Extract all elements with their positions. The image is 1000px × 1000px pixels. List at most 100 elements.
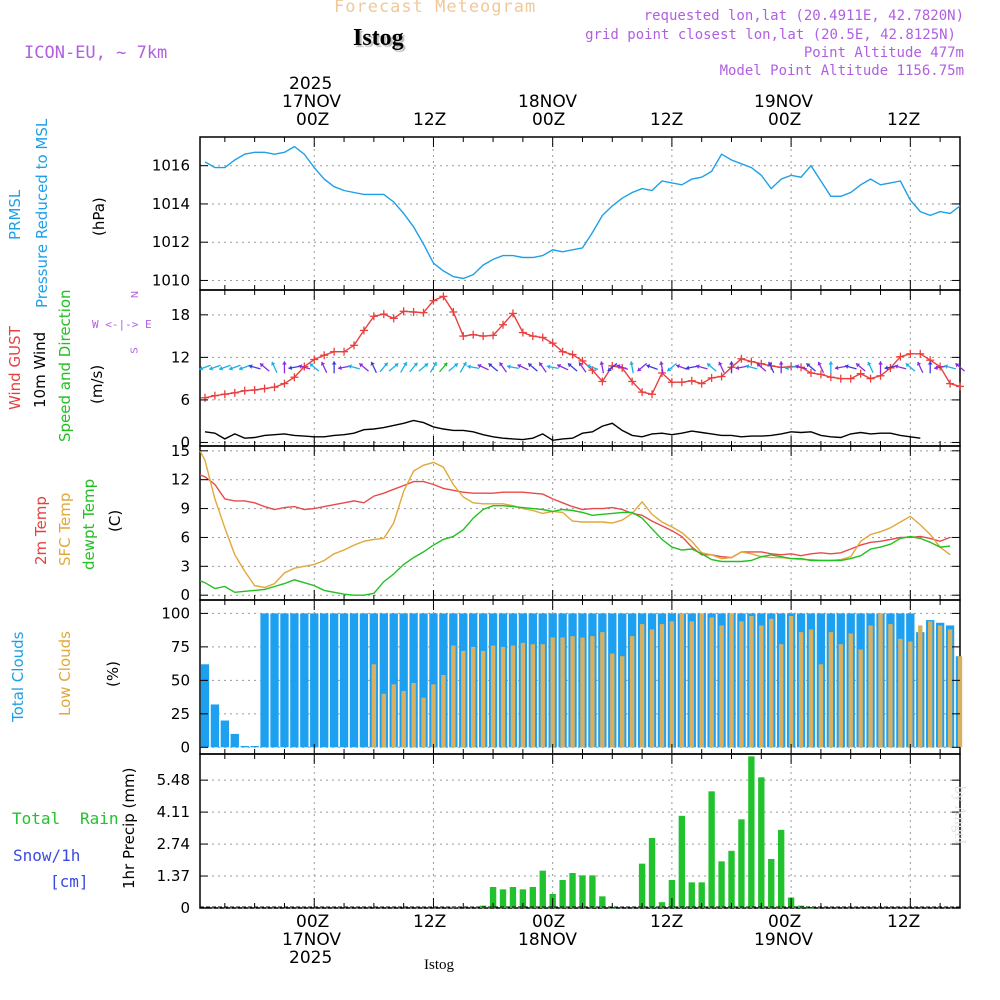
wind-arrow <box>527 362 538 372</box>
low-cloud-bar <box>520 642 526 748</box>
temp-label-2m: 2m Temp <box>32 496 50 565</box>
bottom-hour-00z-18: 00Z <box>532 912 566 932</box>
bottom-hour-00z-19: 00Z <box>768 912 802 932</box>
gust-marker <box>310 355 319 364</box>
low-cloud-bar <box>421 697 426 748</box>
rain-bar <box>768 859 775 908</box>
wind-arrow <box>459 361 467 373</box>
temp-label-dewpt: dewpt Temp <box>80 478 98 570</box>
wind-arrow <box>675 364 688 370</box>
wind-arrow <box>884 365 897 371</box>
wind-arrow-head <box>348 364 352 369</box>
rain-bar <box>599 896 606 908</box>
low-cloud-bar <box>391 684 396 748</box>
wind-arrow <box>607 362 618 372</box>
total-cloud-bar <box>389 613 398 748</box>
wind-arrow <box>331 361 337 374</box>
wind-arrow-head <box>517 363 522 369</box>
wind-arrow <box>867 361 874 374</box>
total-cloud-bar <box>320 613 329 748</box>
rain-bar <box>777 829 785 908</box>
wind-arrow <box>828 361 834 374</box>
low-cloud-bar <box>431 684 436 748</box>
wind-arrow <box>944 364 957 370</box>
wind-arrow-head <box>209 366 214 371</box>
gust-marker <box>687 376 696 385</box>
wind-arrow-head <box>394 363 399 368</box>
wind-arrow-head <box>586 364 591 369</box>
gust-marker <box>568 350 577 359</box>
gust-marker <box>866 374 875 383</box>
precip-label-total: Total <box>12 809 61 828</box>
gust-marker <box>489 331 498 340</box>
low-cloud-bar <box>878 613 883 748</box>
low-cloud-bar <box>669 621 675 748</box>
gust-marker <box>459 332 468 341</box>
wind-arrow <box>745 364 758 370</box>
low-cloud-bar <box>500 646 506 748</box>
pressure-label-prmsl: PRMSL <box>6 189 24 240</box>
rain-bar <box>807 908 815 909</box>
wind-arrow <box>467 364 480 370</box>
low-cloud-bar <box>858 649 863 748</box>
wind-arrow <box>646 364 658 370</box>
rain-bar <box>678 815 686 908</box>
wind-arrow <box>659 361 664 374</box>
clouds-label-total: Total Clouds <box>9 631 27 722</box>
low-cloud-bar <box>461 650 466 748</box>
precip-ytick-label: 5.48 <box>157 771 190 789</box>
series-prmsl <box>204 145 961 280</box>
low-cloud-bar <box>620 656 625 748</box>
low-cloud-bar <box>490 645 496 748</box>
total-cloud-bar <box>310 613 319 748</box>
gust-marker <box>290 373 299 382</box>
temperature-ytick-label: 6 <box>180 528 190 546</box>
wind-unit: (m/s) <box>88 364 106 404</box>
low-cloud-bar <box>649 629 655 748</box>
total-cloud-bar <box>280 613 289 748</box>
total-cloud-bar <box>359 613 369 748</box>
wind-arrow-head <box>718 361 723 366</box>
gust-marker <box>210 391 219 400</box>
wind-arrow <box>567 362 578 372</box>
gust-marker <box>747 357 756 366</box>
low-cloud-bar <box>769 618 774 748</box>
low-cloud-bar <box>510 645 516 748</box>
wind-compass-n: N <box>130 290 142 299</box>
low-cloud-bar <box>719 625 724 748</box>
gust-marker <box>836 374 845 383</box>
low-cloud-bar <box>480 650 486 748</box>
low-cloud-bar <box>937 625 943 748</box>
wind-arrow-head <box>729 361 734 365</box>
low-cloud-bar <box>928 621 933 748</box>
precip-ytick-label: 0 <box>180 899 190 917</box>
low-cloud-bar <box>471 646 476 748</box>
wind-arrow <box>795 364 808 370</box>
wind-compass-we: W <-|-> E <box>92 318 152 331</box>
wind-arrow <box>685 365 698 371</box>
wind-arrow <box>259 362 270 372</box>
rain-bar <box>728 850 735 908</box>
low-cloud-bar <box>659 624 665 748</box>
precip-ytick-label: 4.11 <box>157 803 190 821</box>
wind-arrow-head <box>499 362 504 367</box>
rain-bar <box>698 882 705 908</box>
total-cloud-bar <box>260 613 269 748</box>
rain-bar <box>748 756 755 908</box>
rain-bar <box>579 875 586 908</box>
wind-arrow-head <box>309 363 314 368</box>
gust-marker <box>359 326 368 335</box>
watermark: by Angel <box>951 786 968 845</box>
series-sfc-temp <box>199 450 951 589</box>
low-cloud-bar <box>709 617 714 748</box>
wind-arrow <box>538 362 547 373</box>
top-year-label: 2025 <box>289 74 333 94</box>
temperature-ytick-label: 15 <box>171 442 190 460</box>
wind-arrow-head <box>219 366 224 371</box>
gust-marker <box>677 378 686 387</box>
rain-bar <box>509 887 517 908</box>
wind-arrow <box>228 364 241 371</box>
temperature-ytick-label: 3 <box>180 557 190 575</box>
wind-arrow <box>370 361 377 374</box>
low-cloud-bar <box>798 632 804 748</box>
